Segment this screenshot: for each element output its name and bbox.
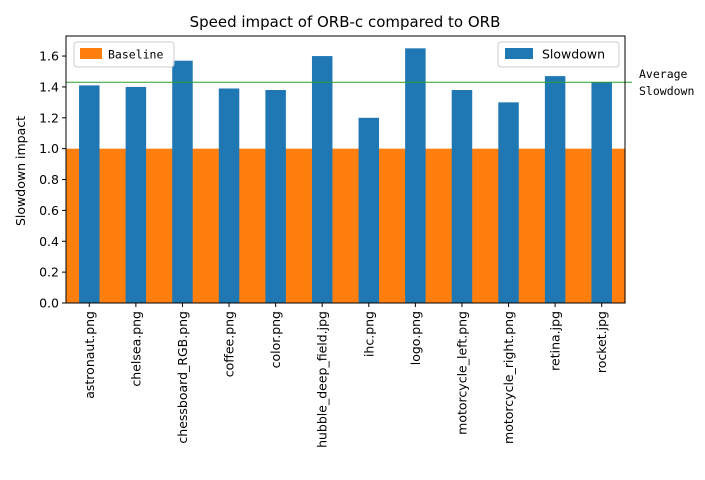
legend-baseline-label: Baseline	[108, 48, 163, 62]
y-tick-label: 0.8	[39, 172, 59, 187]
bar-slowdown	[358, 117, 380, 303]
bar-slowdown	[405, 48, 426, 304]
x-tick-label: astronaut.png	[82, 311, 97, 399]
x-tick-label: chessboard_RGB.png	[175, 311, 190, 444]
y-tick-label: 1.0	[39, 141, 59, 156]
bar-slowdown	[451, 90, 473, 304]
y-axis-ticks: 0.0 0.2 0.4 0.6 0.8 1.0 1.2 1.4 1.6	[39, 49, 66, 311]
x-tick-label: coffee.png	[222, 311, 237, 377]
x-tick-label: color.png	[268, 311, 283, 368]
bar-slowdown	[172, 60, 193, 304]
legend-slowdown-label: Slowdown	[542, 47, 605, 62]
y-tick-label: 0.4	[39, 234, 59, 249]
bar-slowdown	[591, 82, 612, 304]
y-axis-label: Slowdown impact	[13, 116, 28, 226]
x-axis-ticks: astronaut.png chelsea.png chessboard_RGB.p…	[82, 303, 609, 448]
bar-slowdown	[265, 90, 286, 304]
legend-slowdown: Slowdown	[497, 41, 620, 68]
bar-slowdown	[218, 88, 240, 303]
average-label-line-1: Average	[639, 67, 688, 81]
x-tick-label: hubble_deep_field.jpg	[315, 311, 330, 448]
bar-slowdown	[79, 85, 100, 303]
legend-baseline: Baseline	[73, 41, 175, 68]
x-tick-label: motorcycle_left.png	[454, 311, 469, 435]
slowdown-bars	[79, 48, 612, 304]
x-tick-label: logo.png	[408, 311, 423, 365]
y-tick-label: 1.4	[39, 79, 59, 94]
chart-title: Speed impact of ORB-c compared to ORB	[190, 13, 501, 31]
average-label-line-2: Slowdown	[639, 84, 694, 98]
y-tick-label: 0.6	[39, 203, 59, 218]
bar-slowdown	[544, 76, 566, 303]
bar-slowdown	[125, 86, 147, 303]
legend-slowdown-swatch	[505, 48, 533, 59]
y-tick-label: 0.2	[39, 265, 59, 280]
plot-frame	[65, 35, 626, 304]
baseline-bars	[66, 148, 626, 303]
y-tick-label: 0.0	[39, 296, 59, 311]
x-tick-label: ihc.png	[361, 311, 376, 357]
legend-baseline-swatch	[80, 48, 102, 59]
x-tick-label: chelsea.png	[128, 311, 143, 387]
bar-slowdown	[311, 56, 333, 303]
y-tick-label: 1.6	[39, 49, 59, 64]
bar-slowdown	[498, 102, 519, 303]
x-tick-label: rocket.jpg	[594, 311, 609, 373]
x-tick-label: retina.jpg	[548, 311, 563, 371]
y-tick-label: 1.2	[39, 110, 59, 125]
x-tick-label: motorcycle_right.png	[501, 311, 516, 444]
